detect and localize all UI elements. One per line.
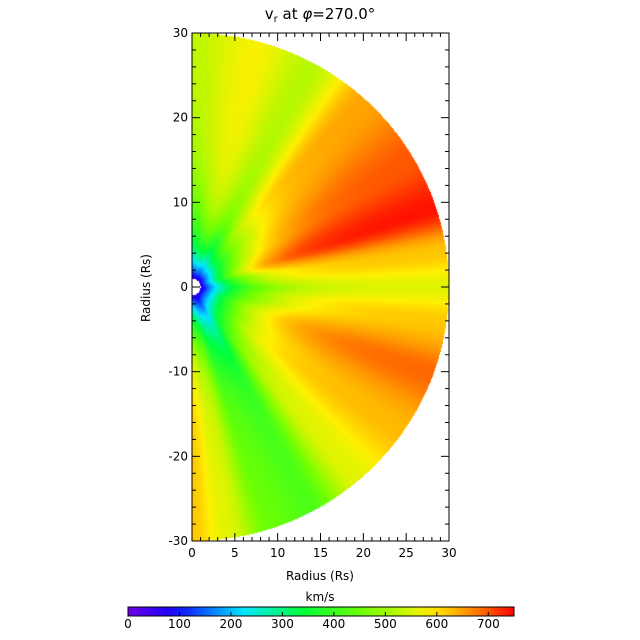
x-tick-label: 25	[399, 546, 414, 560]
colorbar-tick-label: 400	[322, 617, 345, 631]
x-tick-label: 30	[441, 546, 456, 560]
colorbar-tick-label: 0	[124, 617, 132, 631]
x-axis: 0 5 10 15 20 25 30	[188, 33, 457, 560]
colorbar-tick-label: 600	[425, 617, 448, 631]
x-tick-label: 0	[188, 546, 196, 560]
y-tick-label: 10	[173, 195, 188, 209]
y-tick-label: 20	[173, 111, 188, 125]
y-tick-label: -20	[168, 449, 188, 463]
colorbar-tick-label: 700	[477, 617, 500, 631]
y-axis: -30 -20 -10 0 10 20 30	[168, 26, 449, 548]
chart-title: vr at φ=270.0°	[265, 5, 376, 25]
colorbar-tick-label: 300	[271, 617, 294, 631]
y-tick-label: -10	[168, 365, 188, 379]
colorbar-label: km/s	[306, 590, 335, 604]
x-tick-label: 15	[313, 546, 328, 560]
vr-field-image	[192, 33, 449, 541]
x-tick-label: 5	[231, 546, 239, 560]
y-tick-label: 30	[173, 26, 188, 40]
y-axis-label: Radius (Rs)	[139, 254, 153, 322]
y-tick-label: -30	[168, 534, 188, 548]
colorbar-tick-label: 100	[168, 617, 191, 631]
x-tick-label: 20	[356, 546, 371, 560]
colorbar	[127, 606, 515, 617]
colorbar-ticks: 0 100 200 300 400 500 600 700	[124, 612, 500, 631]
colorbar-tick-label: 200	[219, 617, 242, 631]
colorbar-tick-label: 500	[374, 617, 397, 631]
x-axis-label: Radius (Rs)	[286, 569, 354, 583]
x-tick-label: 10	[270, 546, 285, 560]
y-tick-label: 0	[180, 280, 188, 294]
